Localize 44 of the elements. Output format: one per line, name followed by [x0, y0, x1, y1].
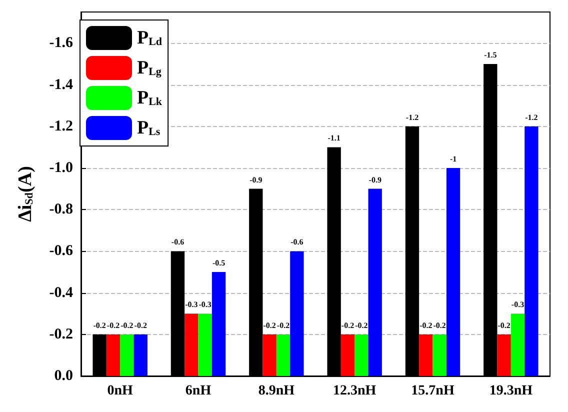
- data-label: -0.2: [106, 320, 120, 330]
- y-tick-label: -1.6: [49, 35, 74, 52]
- data-label: -0.5: [212, 258, 226, 268]
- data-label: -0.3: [185, 300, 198, 310]
- y-tick-label: -1.0: [49, 160, 73, 176]
- data-label: -0.2: [498, 320, 510, 330]
- y-tick-label: -0.4: [49, 284, 74, 301]
- data-label: -0.2: [134, 320, 147, 330]
- legend-label: PLd: [137, 28, 162, 48]
- y-tick-label: -1.4: [49, 76, 74, 93]
- data-label: -0.2: [93, 320, 106, 330]
- data-label: -1.5: [484, 50, 497, 60]
- data-label: -0.2: [433, 320, 446, 330]
- data-label: -0.2: [420, 320, 432, 330]
- x-tick-label: 8.9nH: [258, 384, 295, 398]
- legend-label: PLk: [137, 88, 163, 108]
- y-tick-label: -0.6: [49, 243, 74, 260]
- data-label: -1.1: [328, 134, 340, 143]
- x-tick-label: 0nH: [107, 384, 134, 398]
- data-label: -0.9: [368, 175, 382, 184]
- y-axis-title: ΔiSd(A): [15, 166, 36, 222]
- y-tick-label: -0.2: [49, 326, 73, 342]
- data-label: -0.2: [120, 320, 134, 330]
- y-tick-label: -1.2: [49, 118, 73, 134]
- data-label: -0.2: [263, 320, 276, 330]
- x-tick-label: 12.3nH: [332, 384, 376, 398]
- y-tick-label: -0.8: [49, 202, 73, 218]
- data-label: -0.2: [355, 320, 368, 330]
- data-label: -0.6: [290, 238, 304, 247]
- data-label: -1.2: [525, 112, 538, 122]
- data-label: -0.2: [341, 320, 354, 330]
- data-label: -1.2: [406, 112, 419, 122]
- data-label: -0.9: [250, 175, 262, 184]
- x-tick-label: 15.7nH: [411, 384, 454, 398]
- data-label: -0.6: [171, 238, 184, 247]
- data-label: -1: [450, 154, 457, 164]
- x-tick-label: 6nH: [185, 384, 212, 398]
- data-label: -0.2: [276, 320, 290, 330]
- data-label: -0.3: [511, 300, 524, 310]
- legend-label: PLs: [137, 118, 161, 138]
- data-label: -0.3: [198, 300, 212, 310]
- y-tick-label: 0.0: [54, 368, 73, 384]
- x-tick-label: 19.3nH: [489, 384, 533, 398]
- legend-label: PLg: [137, 58, 162, 78]
